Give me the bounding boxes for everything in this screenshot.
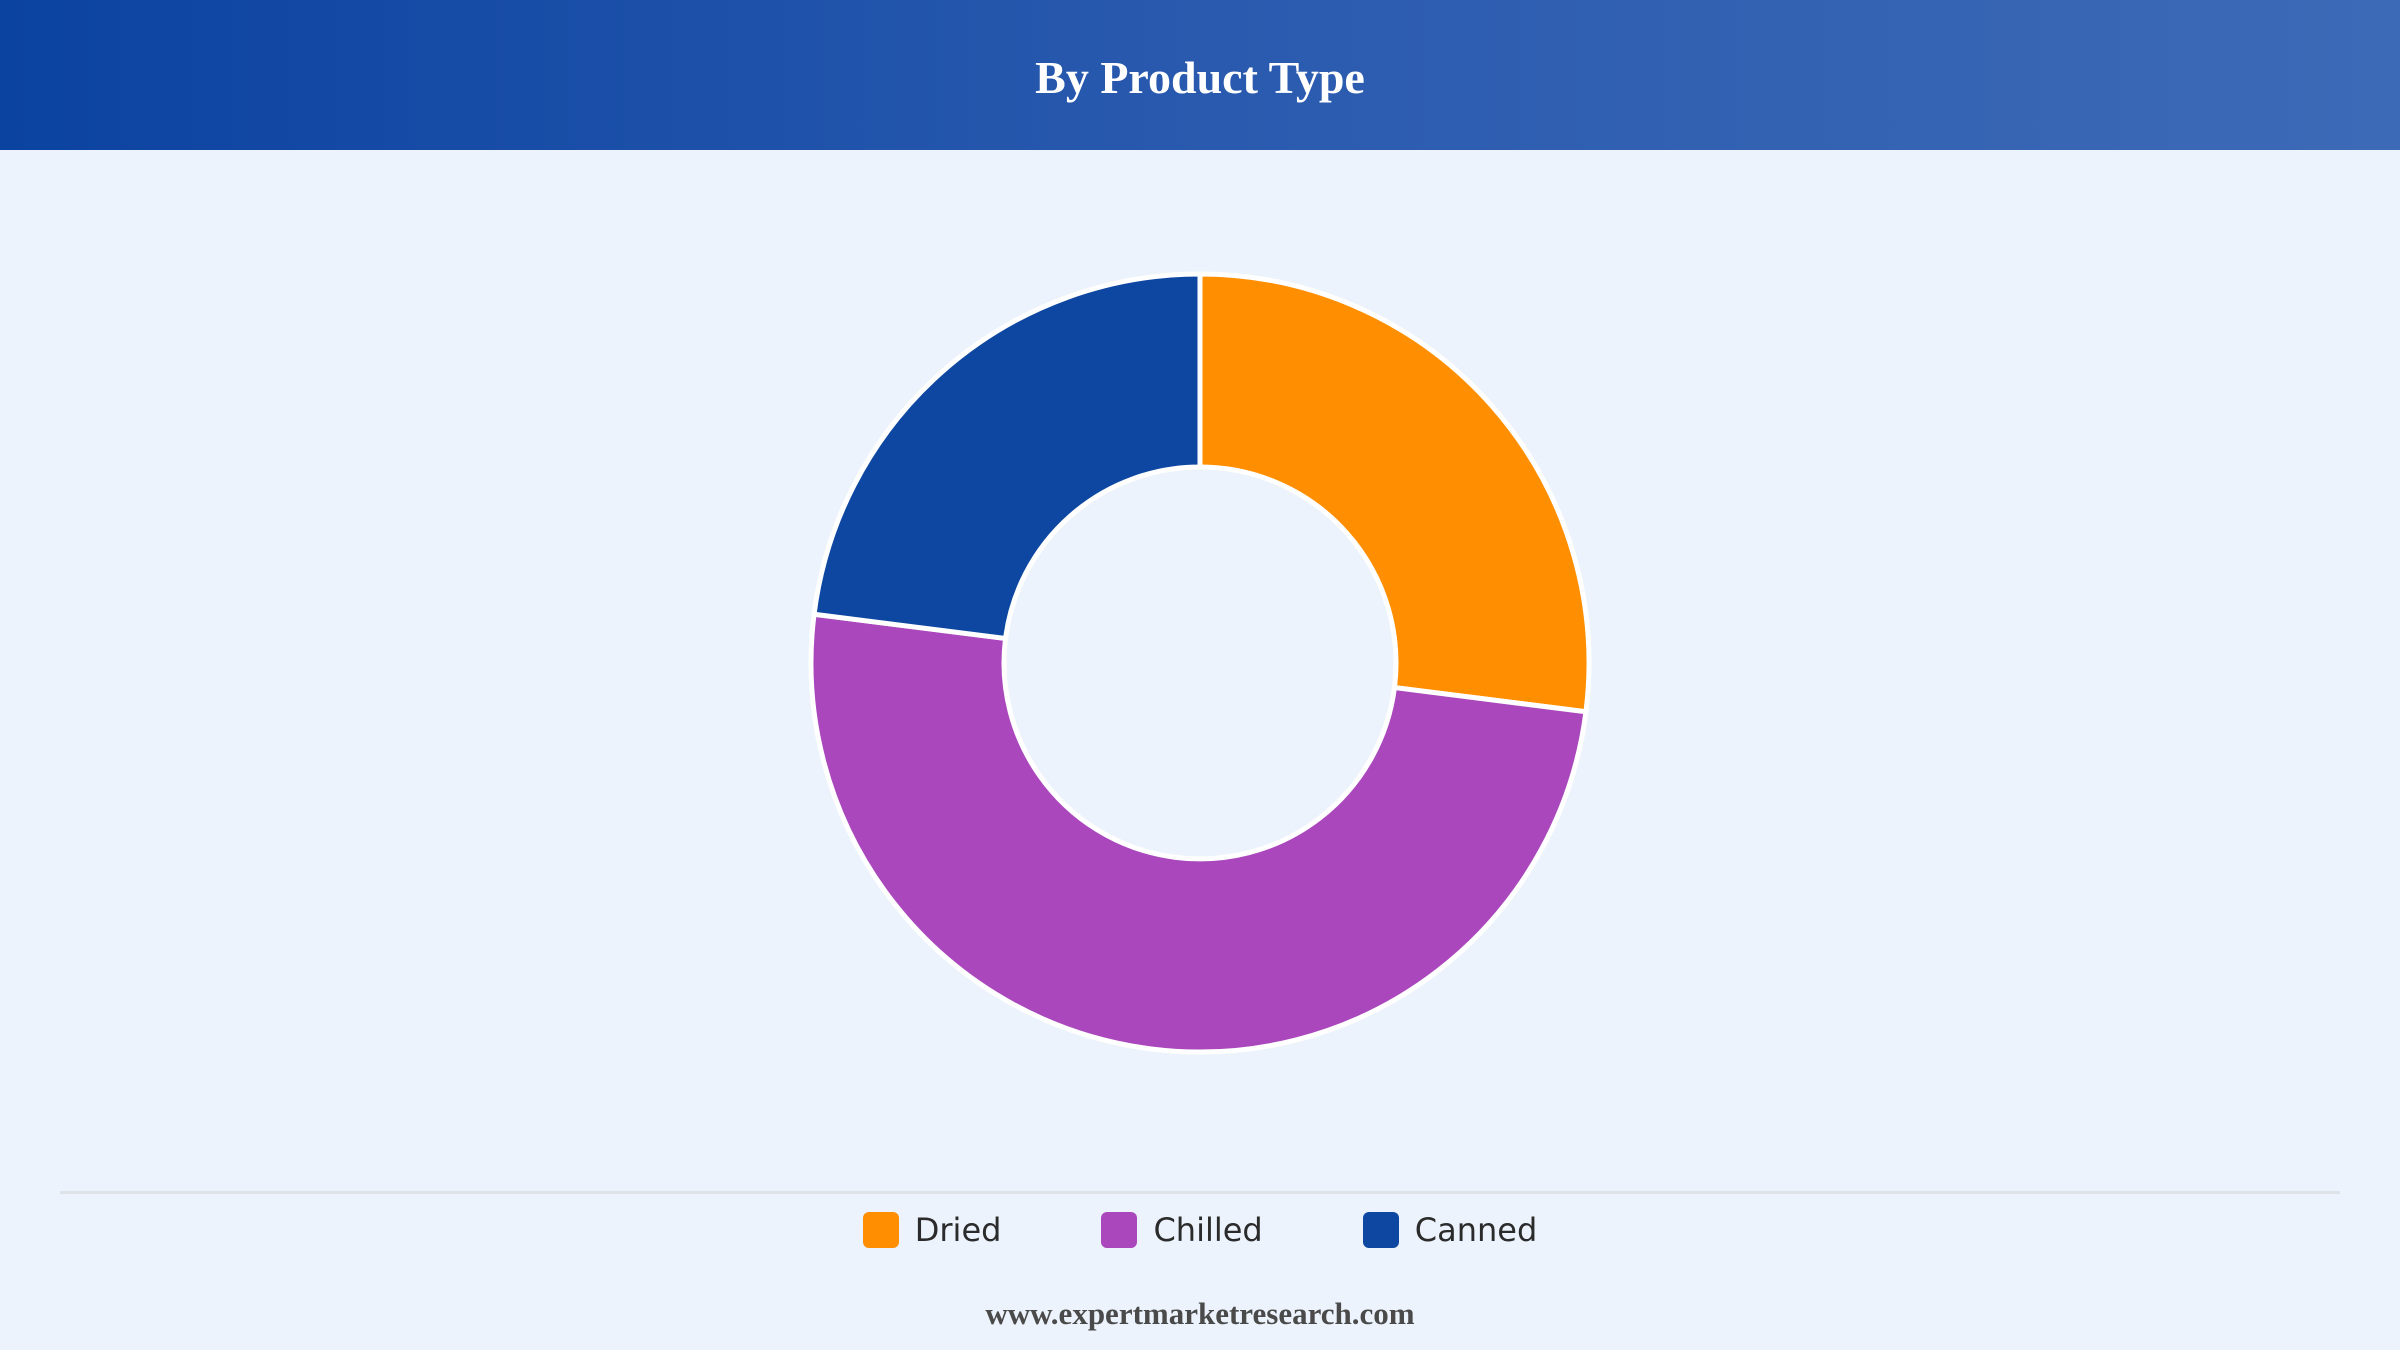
- legend: Dried Chilled Canned: [0, 1208, 2400, 1252]
- legend-label-dried: Dried: [914, 1211, 1002, 1249]
- donut-slice-chilled[interactable]: [808, 611, 1589, 1054]
- donut-slice-canned[interactable]: [811, 271, 1203, 642]
- source-url[interactable]: www.expertmarketresearch.com: [985, 1296, 1415, 1331]
- legend-swatch-chilled: [1101, 1212, 1138, 1248]
- legend-item-chilled[interactable]: Chilled: [1101, 1211, 1263, 1249]
- legend-label-chilled: Chilled: [1153, 1211, 1263, 1249]
- chart-area: [0, 150, 2400, 1190]
- donut-slice-dried[interactable]: [1197, 271, 1592, 715]
- chart-title: By Product Type: [1035, 51, 1365, 103]
- legend-swatch-dried: [862, 1212, 899, 1248]
- donut-chart: [808, 271, 1592, 1054]
- legend-swatch-canned: [1362, 1212, 1399, 1248]
- legend-divider: [60, 1191, 2340, 1194]
- legend-item-dried[interactable]: Dried: [862, 1211, 1002, 1249]
- legend-label-canned: Canned: [1414, 1211, 1538, 1249]
- chart-header: By Product Type: [0, 0, 2400, 150]
- legend-item-canned[interactable]: Canned: [1362, 1211, 1538, 1249]
